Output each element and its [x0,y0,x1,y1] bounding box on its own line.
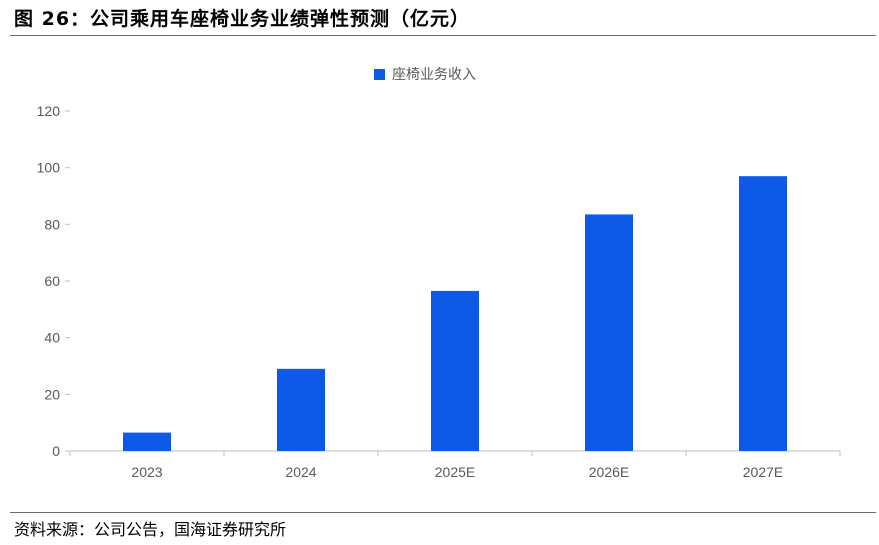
figure-title: 图 26：公司乘用车座椅业务业绩弹性预测（亿元） [14,8,471,30]
x-axis: 2023 2024 2025E 2026E 2027E [69,450,841,480]
legend: 座椅业务收入 [374,67,476,83]
y-tick-label: 0 [52,443,60,459]
bar-2023 [123,432,171,451]
bars [123,176,787,451]
y-tick-label: 60 [44,273,60,289]
x-tick-label: 2023 [131,464,162,480]
legend-swatch [374,69,385,80]
x-tick-label: 2027E [743,464,783,480]
bar-2027E [739,176,787,451]
title-divider [10,35,876,36]
y-tick-label: 40 [44,330,60,346]
x-tick-label: 2024 [285,464,316,480]
x-tick-label: 2026E [589,464,629,480]
y-tick-label: 20 [44,386,60,402]
bar-2026E [585,214,633,451]
y-axis: 0 20 40 60 80 100 120 [37,103,70,459]
bar-chart: 座椅业务收入 0 20 40 60 80 100 120 2023 2024 2025E 2026… [37,67,841,480]
y-tick-label: 80 [44,216,60,232]
source-note: 资料来源：公司公告，国海证券研究所 [14,520,287,539]
y-tick-label: 120 [37,103,61,119]
y-tick-label: 100 [37,160,61,176]
source-divider [10,512,876,513]
legend-label: 座椅业务收入 [392,67,476,83]
bar-2024 [277,368,325,451]
bar-2025E [431,290,479,451]
x-tick-label: 2025E [435,464,475,480]
